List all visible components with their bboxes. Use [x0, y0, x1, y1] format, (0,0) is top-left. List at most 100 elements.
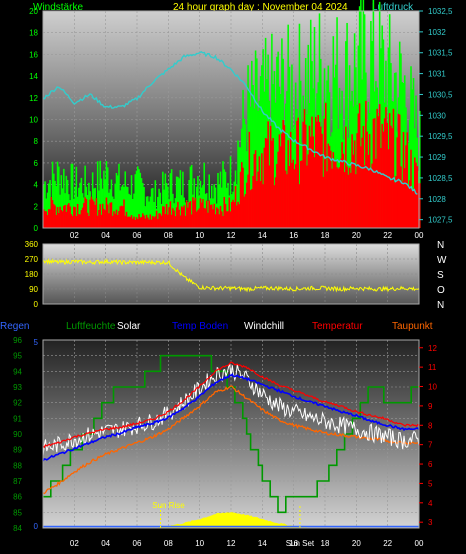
wind-bar: [411, 188, 414, 228]
gust-bar: [114, 183, 116, 228]
wind-bar: [194, 197, 197, 228]
wind-bar: [416, 166, 419, 228]
wind-bar: [224, 203, 227, 228]
gust-bar: [395, 72, 397, 228]
wind-bar: [118, 211, 120, 228]
wind-bar: [296, 120, 298, 228]
wind-bar: [391, 128, 393, 228]
wind-bar: [321, 133, 323, 228]
wind-bar: [91, 199, 94, 228]
wind-bar: [110, 202, 113, 228]
gust-bar: [299, 80, 302, 228]
wind-bar: [93, 201, 95, 228]
wind-bar: [55, 215, 58, 228]
wind-bar: [390, 125, 392, 228]
wind-bar: [164, 214, 167, 228]
time-tick-label: 04: [101, 539, 110, 548]
wind-bar: [74, 207, 76, 228]
wind-bar: [165, 203, 168, 228]
wind-bar: [229, 211, 232, 228]
time-tick-label: 20: [352, 231, 361, 240]
wind-bar: [243, 196, 246, 228]
compass-label: N: [437, 300, 444, 311]
wind-bar: [282, 120, 284, 228]
wind-bar: [162, 206, 164, 228]
gust-bar: [126, 186, 129, 228]
wind-bar: [351, 134, 353, 228]
wind-bar: [249, 190, 252, 228]
gust-bar: [203, 162, 205, 228]
wind-bar: [304, 124, 307, 228]
temperature-tick-label: 4: [428, 499, 433, 508]
wind-bar: [158, 213, 160, 228]
gust-bar: [271, 33, 273, 228]
wind-bar: [213, 203, 216, 228]
gust-bar: [251, 60, 253, 228]
humidity-tick-label: 95: [13, 352, 22, 361]
time-tick-label: 12: [227, 231, 236, 240]
wind-bar: [336, 167, 338, 228]
wind-bar: [328, 145, 331, 228]
wind-bar: [48, 209, 50, 228]
wind-bar: [80, 210, 83, 228]
gust-bar: [103, 170, 105, 228]
legend-item: Temperatur: [312, 321, 363, 332]
wind-bar: [179, 215, 182, 228]
gust-bar: [288, 66, 291, 229]
gust-bar: [419, 110, 421, 228]
wind-bar: [75, 215, 78, 228]
gust-bar: [53, 173, 55, 228]
wind-bar: [215, 207, 218, 228]
gust-bar: [408, 119, 411, 228]
wind-bar: [205, 200, 208, 228]
gust-bar: [252, 85, 254, 228]
gust-bar: [46, 192, 49, 228]
wind-bar: [49, 209, 51, 228]
wind-bar: [79, 214, 81, 228]
gust-bar: [142, 183, 144, 228]
gust-bar: [137, 166, 139, 228]
temperature-series: [42, 354, 420, 528]
wind-bar: [356, 133, 358, 228]
wind-bar: [371, 163, 373, 228]
gust-bar: [96, 161, 99, 228]
wind-bar: [312, 136, 315, 228]
gust-bar: [195, 186, 198, 228]
gust-bar: [147, 196, 149, 228]
time-tick-label: 16: [289, 539, 298, 548]
wind-bar: [332, 152, 335, 228]
temperature-tick-label: 3: [428, 518, 433, 527]
wind-bar: [251, 189, 253, 228]
wind-bar: [109, 202, 111, 228]
wind-bar: [350, 172, 352, 228]
wind-bar: [287, 140, 289, 228]
wind-bar: [131, 218, 134, 228]
wind-bar: [397, 113, 400, 228]
gust-bar: [214, 187, 217, 228]
wind-bar: [237, 201, 239, 228]
gust-bar: [79, 182, 81, 228]
humidity-tick-label: 89: [13, 446, 22, 455]
wind-bar: [114, 213, 116, 228]
gust-bar: [56, 161, 59, 228]
gust-bar: [262, 49, 264, 229]
wind-bar: [43, 209, 45, 228]
wind-bar: [271, 140, 273, 228]
gust-bar: [99, 160, 101, 228]
gust-bar: [43, 184, 45, 228]
wind-bar: [143, 215, 145, 228]
wind-bar: [73, 206, 75, 228]
wind-bar: [316, 121, 318, 228]
wind-tick-label: 4: [34, 181, 39, 190]
wind-bar: [183, 205, 185, 228]
gust-bar: [115, 172, 118, 228]
direction-tick-label: 90: [29, 285, 38, 294]
wind-bar: [170, 214, 173, 228]
gust-bar: [149, 196, 152, 228]
legend-item: Taupunkt: [392, 321, 433, 332]
wind-pressure-ticks: 024681012141618201027,510281028,51029102…: [29, 7, 453, 240]
compass-label: S: [437, 270, 444, 281]
humidity-tick-label: 86: [13, 493, 22, 502]
wind-bar: [412, 190, 415, 228]
wind-tick-label: 14: [29, 72, 38, 81]
